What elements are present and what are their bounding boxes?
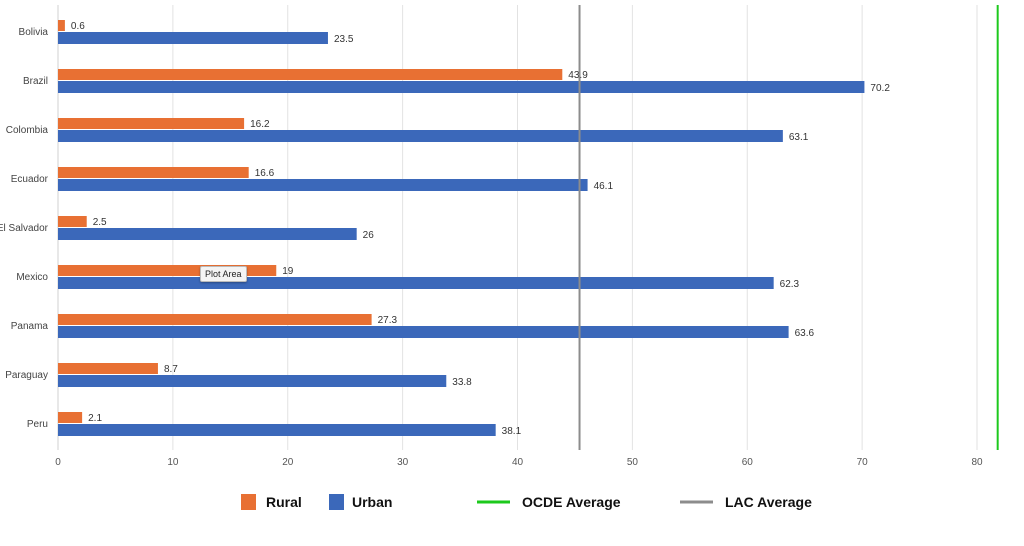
data-label-rural: 8.7 — [164, 364, 178, 375]
category-label: Mexico — [16, 272, 48, 283]
bar-rural — [58, 69, 563, 80]
tooltip: Plot Area — [200, 266, 247, 282]
data-label-urban: 46.1 — [594, 181, 614, 192]
bar-urban — [58, 130, 783, 142]
legend-label-ocde: OCDE Average — [522, 494, 621, 510]
data-label-rural: 19 — [282, 266, 294, 277]
data-label-rural: 16.2 — [250, 119, 270, 130]
data-label-urban: 63.6 — [795, 328, 815, 339]
category-label: Peru — [27, 419, 48, 430]
data-label-rural: 2.5 — [93, 217, 107, 228]
bar-rural — [58, 20, 65, 31]
data-label-rural: 27.3 — [378, 315, 398, 326]
data-label-urban: 70.2 — [870, 83, 890, 94]
x-tick-label: 50 — [627, 457, 639, 468]
data-label-rural: 2.1 — [88, 413, 102, 424]
data-label-urban: 33.8 — [452, 377, 472, 388]
bar-urban — [58, 32, 328, 44]
x-tick-label: 30 — [397, 457, 409, 468]
bar-urban — [58, 228, 357, 240]
category-label: Paraguay — [5, 370, 48, 381]
bar-urban — [58, 375, 447, 387]
category-label: Brazil — [23, 76, 48, 87]
x-tick-label: 10 — [167, 457, 179, 468]
data-label-urban: 26 — [363, 230, 375, 241]
category-label: Panama — [11, 321, 49, 332]
bar-rural — [58, 118, 245, 129]
category-label: Colombia — [6, 125, 49, 136]
data-label-rural: 16.6 — [255, 168, 275, 179]
bar-rural — [58, 216, 87, 227]
bar-rural — [58, 412, 83, 423]
data-label-urban: 63.1 — [789, 132, 809, 143]
category-label: Bolivia — [19, 27, 49, 38]
category-label: Ecuador — [11, 174, 49, 185]
legend-swatch-urban — [329, 494, 344, 510]
bar-rural — [58, 265, 277, 276]
bar-rural — [58, 363, 158, 374]
bar-urban — [58, 179, 588, 191]
x-tick-label: 60 — [742, 457, 754, 468]
x-tick-label: 40 — [512, 457, 524, 468]
bar-urban — [58, 326, 789, 338]
data-label-urban: 23.5 — [334, 34, 354, 45]
data-label-urban: 62.3 — [780, 279, 800, 290]
bar-rural — [58, 314, 372, 325]
x-tick-label: 0 — [55, 457, 61, 468]
x-tick-label: 20 — [282, 457, 294, 468]
bar-urban — [58, 277, 774, 289]
data-label-rural: 43.9 — [568, 70, 588, 81]
bar-urban — [58, 81, 865, 93]
bar-rural — [58, 167, 249, 178]
bar-urban — [58, 424, 496, 436]
legend-label-rural: Rural — [266, 494, 302, 510]
legend-label-lac: LAC Average — [725, 494, 812, 510]
x-tick-label: 70 — [857, 457, 869, 468]
x-tick-label: 80 — [971, 457, 983, 468]
data-label-urban: 38.1 — [502, 426, 522, 437]
legend-label-urban: Urban — [352, 494, 392, 510]
data-label-rural: 0.6 — [71, 21, 85, 32]
legend-swatch-rural — [241, 494, 256, 510]
category-label: El Salvador — [0, 223, 49, 234]
